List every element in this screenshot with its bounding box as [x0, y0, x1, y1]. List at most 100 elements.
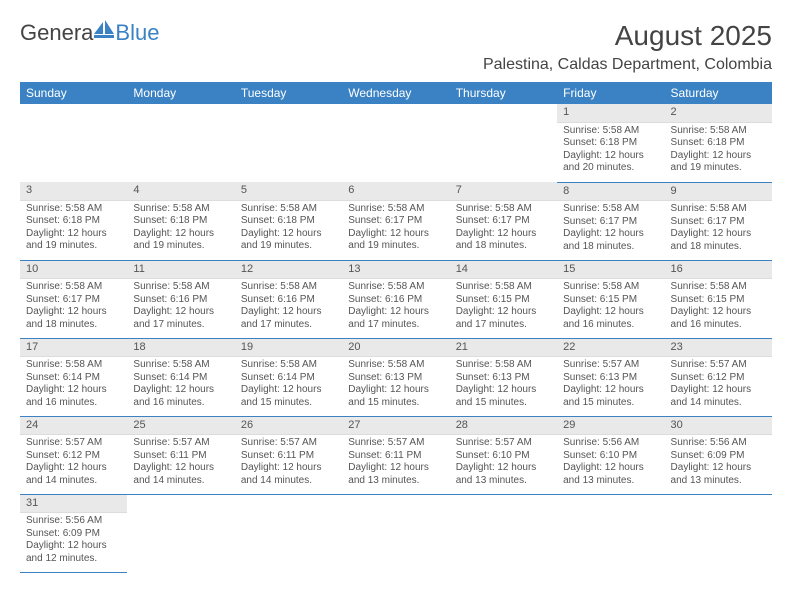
daylight-line: Daylight: 12 hours and 15 minutes. [241, 384, 336, 409]
day-number: 21 [450, 339, 557, 358]
sunset-line: Sunset: 6:15 PM [456, 294, 551, 307]
day-details: Sunrise: 5:58 AMSunset: 6:18 PMDaylight:… [20, 201, 127, 257]
sunset-line: Sunset: 6:10 PM [456, 450, 551, 463]
sunrise-line: Sunrise: 5:57 AM [26, 437, 121, 450]
daylight-line: Daylight: 12 hours and 16 minutes. [133, 384, 228, 409]
daylight-line: Daylight: 12 hours and 17 minutes. [456, 306, 551, 331]
daylight-line: Daylight: 12 hours and 16 minutes. [26, 384, 121, 409]
day-cell: 28Sunrise: 5:57 AMSunset: 6:10 PMDayligh… [450, 416, 557, 494]
sunrise-line: Sunrise: 5:58 AM [26, 359, 121, 372]
day-number: 16 [665, 261, 772, 280]
day-details: Sunrise: 5:57 AMSunset: 6:12 PMDaylight:… [665, 357, 772, 413]
empty-cell [450, 494, 557, 572]
sunrise-line: Sunrise: 5:58 AM [26, 203, 121, 216]
daylight-line: Daylight: 12 hours and 14 minutes. [26, 462, 121, 487]
day-number: 27 [342, 417, 449, 436]
day-cell: 12Sunrise: 5:58 AMSunset: 6:16 PMDayligh… [235, 260, 342, 338]
day-number: 18 [127, 339, 234, 358]
sunset-line: Sunset: 6:18 PM [133, 215, 228, 228]
sunrise-line: Sunrise: 5:58 AM [133, 203, 228, 216]
day-details: Sunrise: 5:58 AMSunset: 6:13 PMDaylight:… [342, 357, 449, 413]
daylight-line: Daylight: 12 hours and 14 minutes. [241, 462, 336, 487]
empty-cell [235, 494, 342, 572]
sunset-line: Sunset: 6:11 PM [348, 450, 443, 463]
logo-text-2: Blue [115, 22, 159, 44]
sunrise-line: Sunrise: 5:57 AM [133, 437, 228, 450]
day-details: Sunrise: 5:58 AMSunset: 6:14 PMDaylight:… [127, 357, 234, 413]
day-cell: 21Sunrise: 5:58 AMSunset: 6:13 PMDayligh… [450, 338, 557, 416]
sunrise-line: Sunrise: 5:57 AM [348, 437, 443, 450]
sunset-line: Sunset: 6:17 PM [26, 294, 121, 307]
sunset-line: Sunset: 6:18 PM [563, 137, 658, 150]
day-number: 23 [665, 339, 772, 358]
day-details: Sunrise: 5:58 AMSunset: 6:13 PMDaylight:… [450, 357, 557, 413]
calendar-week-row: 3Sunrise: 5:58 AMSunset: 6:18 PMDaylight… [20, 182, 772, 260]
day-number: 3 [20, 182, 127, 201]
day-number: 1 [557, 104, 664, 123]
daylight-line: Daylight: 12 hours and 18 minutes. [671, 228, 766, 253]
sunrise-line: Sunrise: 5:56 AM [26, 515, 121, 528]
day-cell: 10Sunrise: 5:58 AMSunset: 6:17 PMDayligh… [20, 260, 127, 338]
sunset-line: Sunset: 6:14 PM [241, 372, 336, 385]
day-cell: 6Sunrise: 5:58 AMSunset: 6:17 PMDaylight… [342, 182, 449, 260]
sunrise-line: Sunrise: 5:58 AM [671, 281, 766, 294]
sunset-line: Sunset: 6:17 PM [348, 215, 443, 228]
calendar-table: SundayMondayTuesdayWednesdayThursdayFrid… [20, 82, 772, 573]
day-cell: 8Sunrise: 5:58 AMSunset: 6:17 PMDaylight… [557, 182, 664, 260]
daylight-line: Daylight: 12 hours and 14 minutes. [133, 462, 228, 487]
sunset-line: Sunset: 6:11 PM [133, 450, 228, 463]
day-cell: 30Sunrise: 5:56 AMSunset: 6:09 PMDayligh… [665, 416, 772, 494]
day-details: Sunrise: 5:58 AMSunset: 6:15 PMDaylight:… [665, 279, 772, 335]
sunset-line: Sunset: 6:13 PM [348, 372, 443, 385]
day-details: Sunrise: 5:58 AMSunset: 6:16 PMDaylight:… [342, 279, 449, 335]
sunrise-line: Sunrise: 5:58 AM [671, 203, 766, 216]
day-number: 4 [127, 182, 234, 201]
sunrise-line: Sunrise: 5:58 AM [241, 203, 336, 216]
sunrise-line: Sunrise: 5:58 AM [241, 359, 336, 372]
weekday-header: Monday [127, 82, 234, 104]
daylight-line: Daylight: 12 hours and 17 minutes. [348, 306, 443, 331]
logo-sail-icon [94, 20, 114, 42]
empty-cell [20, 104, 127, 182]
sunset-line: Sunset: 6:13 PM [456, 372, 551, 385]
day-number: 15 [557, 261, 664, 280]
day-details: Sunrise: 5:57 AMSunset: 6:11 PMDaylight:… [127, 435, 234, 491]
day-details: Sunrise: 5:58 AMSunset: 6:17 PMDaylight:… [557, 201, 664, 257]
day-number: 24 [20, 417, 127, 436]
day-cell: 18Sunrise: 5:58 AMSunset: 6:14 PMDayligh… [127, 338, 234, 416]
daylight-line: Daylight: 12 hours and 12 minutes. [26, 540, 121, 565]
sunrise-line: Sunrise: 5:58 AM [563, 125, 658, 138]
day-number: 30 [665, 417, 772, 436]
sunset-line: Sunset: 6:17 PM [563, 216, 658, 229]
sunrise-line: Sunrise: 5:58 AM [456, 281, 551, 294]
day-details: Sunrise: 5:58 AMSunset: 6:18 PMDaylight:… [557, 123, 664, 179]
empty-cell [665, 494, 772, 572]
calendar-header-row: SundayMondayTuesdayWednesdayThursdayFrid… [20, 82, 772, 104]
day-number: 12 [235, 261, 342, 280]
daylight-line: Daylight: 12 hours and 19 minutes. [133, 228, 228, 253]
day-cell: 11Sunrise: 5:58 AMSunset: 6:16 PMDayligh… [127, 260, 234, 338]
day-number: 11 [127, 261, 234, 280]
day-details: Sunrise: 5:58 AMSunset: 6:17 PMDaylight:… [342, 201, 449, 257]
day-number: 26 [235, 417, 342, 436]
calendar-week-row: 24Sunrise: 5:57 AMSunset: 6:12 PMDayligh… [20, 416, 772, 494]
sunset-line: Sunset: 6:15 PM [671, 294, 766, 307]
day-number: 13 [342, 261, 449, 280]
daylight-line: Daylight: 12 hours and 17 minutes. [241, 306, 336, 331]
daylight-line: Daylight: 12 hours and 15 minutes. [563, 384, 658, 409]
page-title: August 2025 [483, 20, 772, 52]
sunset-line: Sunset: 6:12 PM [671, 372, 766, 385]
day-details: Sunrise: 5:58 AMSunset: 6:14 PMDaylight:… [20, 357, 127, 413]
day-number: 17 [20, 339, 127, 358]
daylight-line: Daylight: 12 hours and 19 minutes. [26, 228, 121, 253]
daylight-line: Daylight: 12 hours and 15 minutes. [348, 384, 443, 409]
day-cell: 31Sunrise: 5:56 AMSunset: 6:09 PMDayligh… [20, 494, 127, 572]
day-cell: 5Sunrise: 5:58 AMSunset: 6:18 PMDaylight… [235, 182, 342, 260]
day-cell: 1Sunrise: 5:58 AMSunset: 6:18 PMDaylight… [557, 104, 664, 182]
sunset-line: Sunset: 6:17 PM [671, 216, 766, 229]
day-cell: 17Sunrise: 5:58 AMSunset: 6:14 PMDayligh… [20, 338, 127, 416]
sunset-line: Sunset: 6:11 PM [241, 450, 336, 463]
sunrise-line: Sunrise: 5:56 AM [671, 437, 766, 450]
day-details: Sunrise: 5:58 AMSunset: 6:18 PMDaylight:… [235, 201, 342, 257]
sunset-line: Sunset: 6:16 PM [133, 294, 228, 307]
